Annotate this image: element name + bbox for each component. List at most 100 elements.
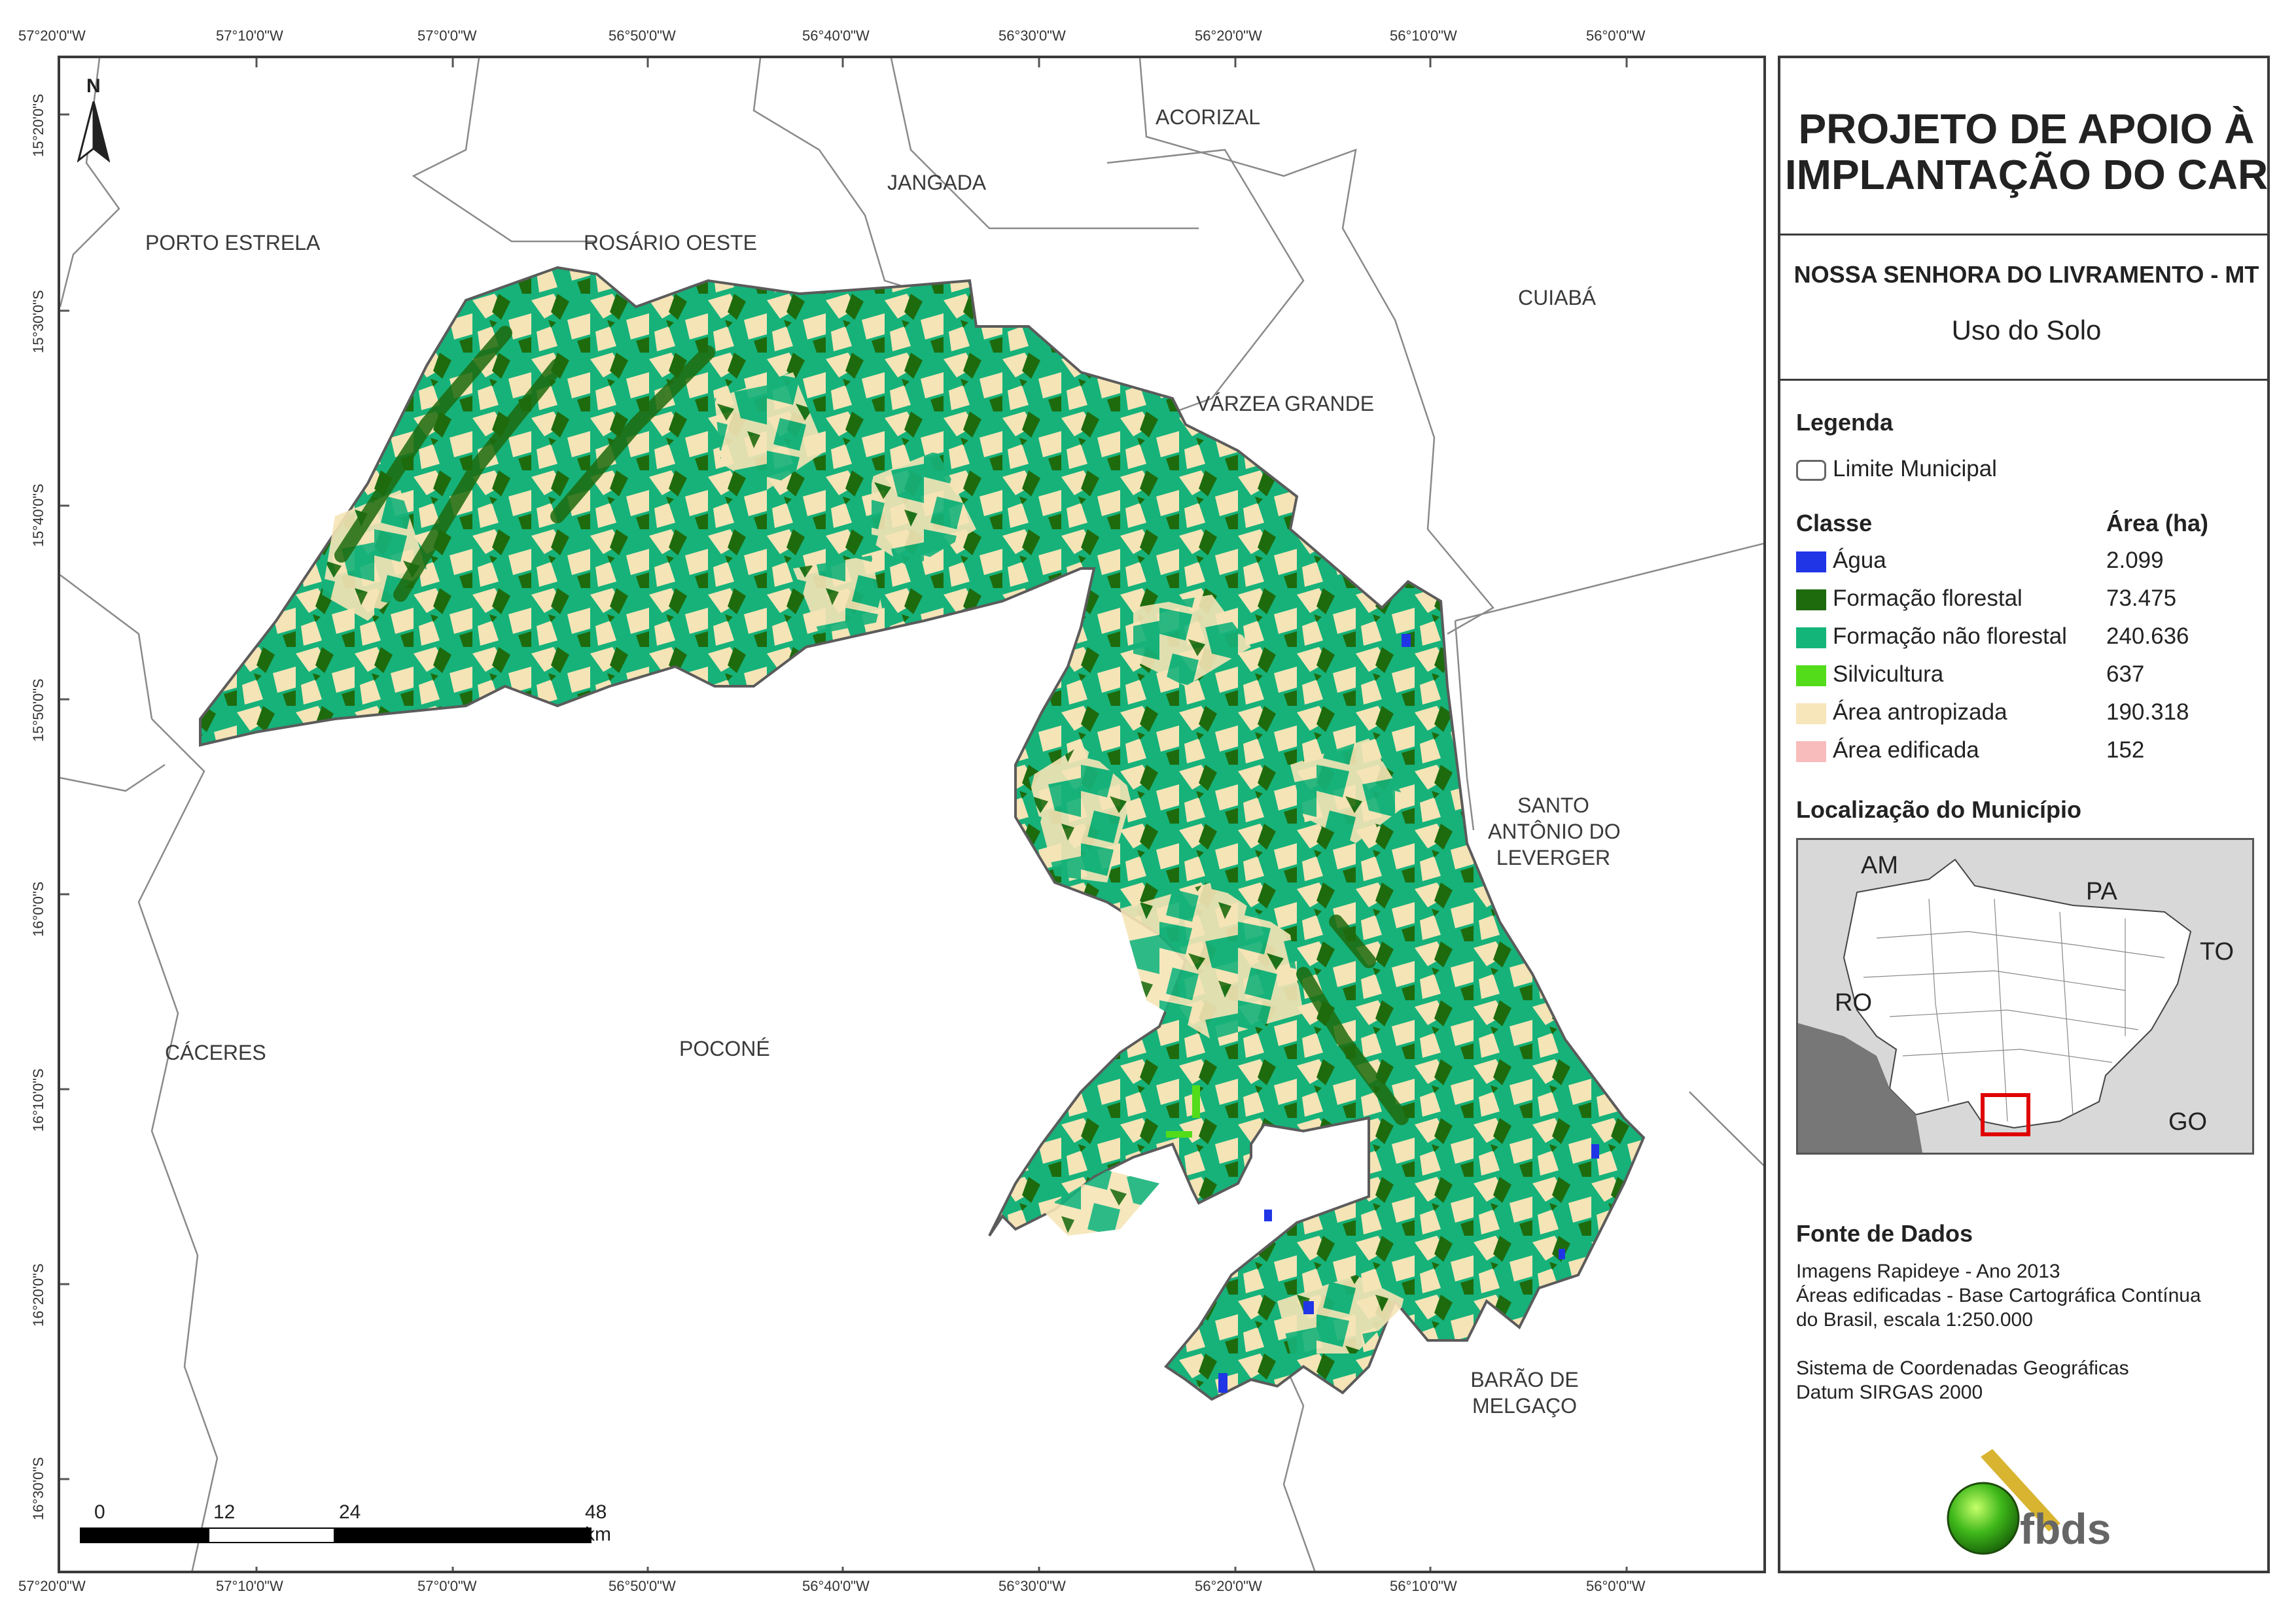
neighbor-label-line: LEVERGER — [1496, 846, 1611, 869]
locator-map-canvas — [1798, 840, 2252, 1153]
lon-label: 56°0'0"W — [1586, 27, 1646, 44]
neighbor-label-acorizal: ACORIZAL — [1156, 105, 1261, 129]
sources-heading: Fonte de Dados — [1796, 1220, 1973, 1247]
lon-label: 56°40'0"W — [802, 27, 870, 44]
inset-label-pa: PA — [2086, 878, 2117, 905]
legend-swatch — [1796, 589, 1826, 610]
forest-ridges — [334, 326, 1409, 1125]
neighbor-label-cuiaba: CUIABÁ — [1518, 286, 1597, 309]
legend-class-name: Formação florestal — [1833, 585, 2022, 611]
scale-bar: 0 12 24 48 km — [80, 1501, 616, 1547]
neighbor-label-line: BARÃO DE — [1470, 1368, 1579, 1391]
lon-label: 57°20'0"W — [18, 1578, 86, 1594]
silviculture-features — [1166, 1085, 1200, 1138]
boundary-swatch — [1796, 460, 1826, 481]
scale-segment — [208, 1527, 335, 1543]
neighbor-label-line: ANTÔNIO DO — [1488, 820, 1621, 843]
lon-label: 56°20'0"W — [1195, 1578, 1262, 1594]
lon-label: 56°50'0"W — [609, 27, 676, 44]
scale-label: 0 — [94, 1501, 105, 1523]
lon-label: 57°10'0"W — [216, 27, 283, 44]
scale-segment — [80, 1527, 208, 1543]
north-arrow-icon — [77, 101, 110, 163]
lon-label: 56°40'0"W — [802, 1578, 870, 1594]
north-arrow: N — [77, 75, 110, 167]
project-title-line1: PROJETO DE APOIO À — [1798, 105, 2255, 152]
source-line: Imagens Rapideye - Ano 2013 — [1796, 1261, 2060, 1282]
graticule-ticks — [60, 58, 1628, 1571]
fbds-logo-icon — [1947, 1449, 2060, 1555]
legend-class-name: Área edificada — [1833, 737, 1979, 763]
lon-label: 56°0'0"W — [1586, 1578, 1646, 1594]
municipality-polygon — [199, 266, 1646, 1401]
divider — [1780, 234, 2267, 236]
inset-label-go: GO — [2168, 1108, 2208, 1136]
lon-label: 57°0'0"W — [417, 1578, 477, 1594]
legend-swatch — [1796, 665, 1826, 686]
lat-label: 16°30'0"S — [30, 1457, 46, 1520]
class-column-header: Classe — [1796, 510, 1873, 536]
legend-swatch — [1796, 551, 1826, 572]
lon-label: 57°10'0"W — [216, 1578, 283, 1594]
lon-label: 57°0'0"W — [417, 27, 477, 44]
inset-label-ro: RO — [1835, 989, 1872, 1017]
lon-label: 56°20'0"W — [1195, 27, 1262, 44]
legend-swatch — [1796, 703, 1826, 724]
legend-class-name: Área antropizada — [1833, 699, 2007, 725]
municipality-name: NOSSA SENHORA DO LIVRAMENTO - MT — [1793, 261, 2259, 288]
lat-label: 16°10'0"S — [30, 1068, 46, 1132]
scale-label: 24 — [339, 1501, 361, 1523]
neighbor-label-rosario-oeste: ROSÁRIO OESTE — [584, 231, 757, 254]
inset-label-am: AM — [1861, 852, 1898, 879]
neighbor-label-jangada: JANGADA — [887, 171, 987, 194]
lat-label: 16°20'0"S — [30, 1263, 46, 1327]
legend-boundary-label: Limite Municipal — [1833, 456, 1997, 481]
lat-label: 15°30'0"S — [30, 290, 46, 353]
neighbor-label-pocone: POCONÉ — [679, 1037, 770, 1060]
lat-label: 15°20'0"S — [30, 94, 46, 157]
scale-segment — [335, 1527, 592, 1543]
lon-label: 56°30'0"W — [998, 27, 1066, 44]
lon-label: 56°10'0"W — [1390, 27, 1457, 44]
neighbor-label-porto-estrela: PORTO ESTRELA — [145, 231, 321, 254]
source-line: do Brasil, escala 1:250.000 — [1796, 1309, 2033, 1331]
north-label: N — [86, 75, 101, 97]
lat-label: 16°0'0"S — [30, 881, 46, 937]
water-features — [1218, 634, 1599, 1393]
map-frame[interactable]: PORTO ESTRELA ROSÁRIO OESTE JANGADA ACOR… — [58, 56, 1766, 1573]
lat-label: 15°40'0"S — [30, 483, 46, 547]
legend-class-area: 2.099 — [2106, 548, 2164, 573]
lat-label: 15°50'0"S — [30, 678, 46, 742]
crs-line: Sistema de Coordenadas Geográficas — [1796, 1357, 2129, 1379]
legend-class-area: 190.318 — [2106, 699, 2189, 725]
scale-label: 12 — [213, 1501, 236, 1523]
neighbor-label-line: SANTO — [1517, 794, 1589, 817]
lon-label: 56°30'0"W — [998, 1578, 1066, 1594]
fbds-logo: fbds — [1937, 1439, 2134, 1556]
map-theme: Uso do Solo — [1951, 315, 2102, 345]
map-canvas[interactable] — [60, 58, 1766, 1573]
legend-swatch — [1796, 627, 1826, 648]
legend-class-area: 637 — [2106, 661, 2145, 687]
divider — [1780, 379, 2267, 381]
crs-line: Datum SIRGAS 2000 — [1796, 1382, 1983, 1403]
location-heading: Localização do Município — [1796, 796, 2082, 823]
lon-label: 56°10'0"W — [1390, 1578, 1457, 1594]
legend-class-name: Água — [1833, 548, 1886, 573]
neighbor-label-barao-de-melgaco: BARÃO DE MELGAÇO — [1459, 1367, 1590, 1419]
area-column-header: Área (ha) — [2106, 510, 2209, 536]
neighbor-label-varzea-grande: VÁRZEA GRANDE — [1196, 392, 1375, 415]
legend-class-area: 73.475 — [2106, 585, 2177, 611]
lon-label: 57°20'0"W — [18, 27, 86, 44]
neighbor-label-line: MELGAÇO — [1472, 1394, 1578, 1418]
legend-class-name: Silvicultura — [1833, 661, 1944, 687]
legend-class-area: 152 — [2106, 737, 2145, 763]
project-title-line2: IMPLANTAÇÃO DO CAR — [1784, 151, 2269, 198]
inset-label-to: TO — [2200, 938, 2234, 966]
legend-class-area: 240.636 — [2106, 623, 2189, 649]
fbds-logo-text: fbds — [2020, 1505, 2111, 1553]
neighbor-label-santo-antonio: SANTO ANTÔNIO DO LEVERGER — [1488, 792, 1621, 871]
legend-swatch — [1796, 741, 1826, 762]
anthropized-patches — [322, 372, 1408, 1353]
info-panel: PROJETO DE APOIO À IMPLANTAÇÃO DO CAR NO… — [1778, 56, 2270, 1573]
